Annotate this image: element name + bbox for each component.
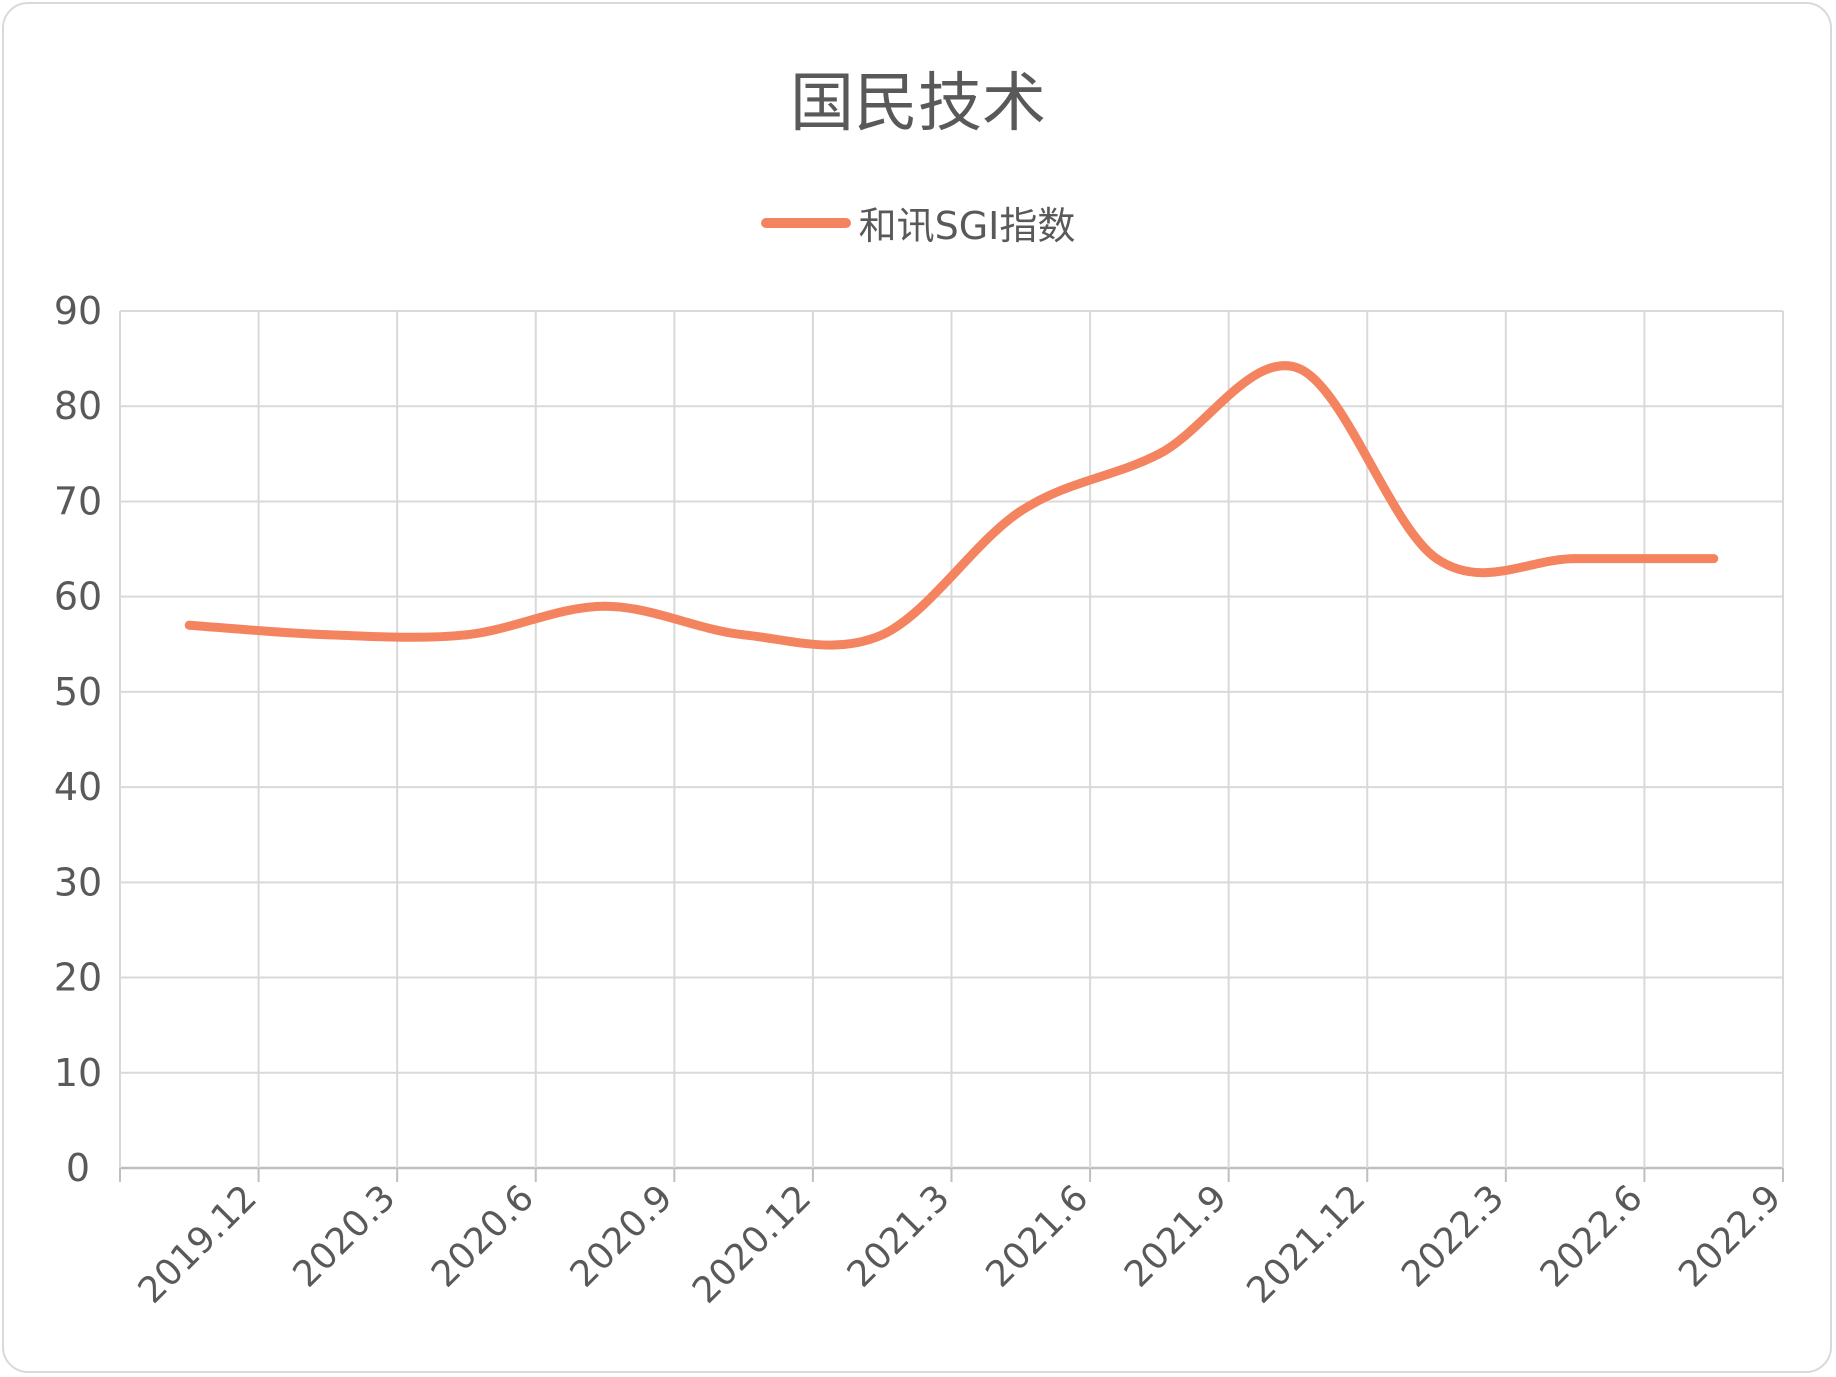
data-point [1154,449,1164,459]
y-tick-label: 30 [54,860,102,904]
data-point [1016,506,1026,516]
x-tick-label: 2021.3 [840,1177,958,1295]
x-tick-label: 2022.6 [1533,1177,1651,1295]
data-point [461,630,471,640]
y-tick-label: 80 [54,384,102,428]
legend: 和讯SGI指数 [0,195,1836,250]
x-tick-label: 2022.3 [1394,1177,1512,1295]
data-point [1432,554,1442,564]
legend-swatch [760,217,851,228]
y-tick-label: 0 [66,1146,90,1190]
x-tick-label: 2021.9 [1117,1177,1235,1295]
y-tick-label: 20 [54,956,102,1000]
x-tick-label: 2020.3 [285,1177,403,1295]
x-tick-label: 2020.12 [685,1177,819,1311]
data-point [739,630,749,640]
data-point [1709,554,1719,564]
y-tick-label: 90 [54,289,102,333]
legend-label: 和讯SGI指数 [858,204,1076,248]
x-tick-label: 2021.6 [978,1177,1096,1295]
y-tick-label: 60 [54,575,102,619]
y-tick-label: 10 [54,1051,102,1095]
x-tick-label: 2020.9 [563,1177,681,1295]
x-tick-label: 2020.6 [424,1177,542,1295]
y-tick-label: 50 [54,670,102,714]
data-point [1570,554,1580,564]
data-point [323,630,333,640]
x-tick-label: 2021.12 [1239,1177,1373,1311]
data-point [877,630,887,640]
x-tick-label: 2019.12 [131,1177,265,1311]
y-tick-label: 70 [54,479,102,523]
x-tick-label: 2022.9 [1671,1177,1789,1295]
chart-title: 国民技术 [790,67,1046,141]
y-tick-label: 40 [54,765,102,809]
data-point [600,601,610,611]
data-point [184,620,194,630]
data-point [1293,363,1303,373]
